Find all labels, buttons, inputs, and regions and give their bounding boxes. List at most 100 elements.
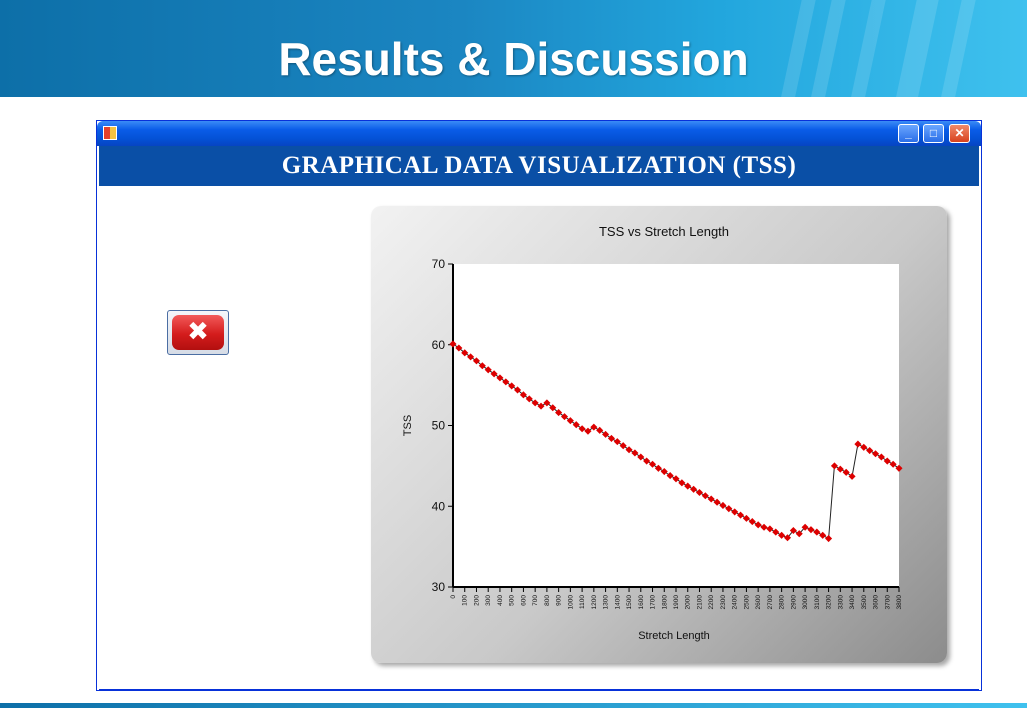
- x-tick-label: 700: [532, 595, 539, 606]
- data-point: [619, 442, 627, 450]
- data-point: [490, 370, 498, 378]
- x-tick-label: 900: [556, 595, 563, 606]
- data-point: [801, 523, 809, 531]
- y-tick-label: 40: [432, 499, 446, 513]
- x-tick-label: 3600: [873, 595, 880, 610]
- x-tick-label: 3400: [849, 595, 856, 610]
- x-tick-label: 2400: [732, 595, 739, 610]
- slide-footer-bar: [0, 703, 1027, 708]
- x-tick-label: 300: [485, 595, 492, 606]
- x-tick-label: 2600: [755, 595, 762, 610]
- data-point: [484, 366, 492, 374]
- data-point: [742, 514, 750, 522]
- data-point: [701, 492, 709, 500]
- data-point: [449, 340, 457, 348]
- x-tick-label: 1200: [591, 595, 598, 610]
- data-point: [508, 382, 516, 390]
- x-tick-label: 100: [462, 595, 469, 606]
- data-point: [648, 460, 657, 468]
- x-tick-label: 1100: [579, 595, 586, 609]
- data-point: [678, 479, 686, 487]
- data-point: [695, 488, 704, 497]
- x-tick-label: 3300: [837, 595, 844, 610]
- data-point: [813, 528, 821, 536]
- data-point: [760, 523, 768, 531]
- minimize-button[interactable]: _: [898, 124, 919, 143]
- x-tick-label: 1400: [614, 595, 621, 610]
- data-point: [613, 438, 621, 446]
- window-banner-title: GRAPHICAL DATA VISUALIZATION (TSS): [99, 146, 979, 186]
- plot-area: [453, 264, 899, 587]
- y-tick-label: 70: [432, 257, 446, 271]
- x-tick-label: 2000: [685, 595, 692, 610]
- x-axis-label: Stretch Length: [638, 630, 710, 642]
- data-point: [560, 413, 569, 421]
- data-point: [737, 511, 745, 519]
- data-point: [830, 462, 838, 470]
- slide-header: [0, 0, 1027, 97]
- x-tick-label: 400: [497, 595, 504, 606]
- chart-title: TSS vs Stretch Length: [599, 224, 729, 239]
- y-tick-label: 30: [432, 580, 446, 594]
- x-tick-label: 2200: [708, 595, 715, 610]
- data-point: [654, 464, 662, 472]
- data-point: [871, 450, 880, 458]
- x-tick-label: 1300: [603, 595, 610, 610]
- close-app-button[interactable]: ✖: [167, 310, 229, 355]
- x-tick-label: 2300: [720, 595, 727, 610]
- x-tick-label: 1700: [650, 595, 657, 610]
- data-point: [778, 531, 786, 539]
- data-point: [537, 402, 545, 410]
- x-tick-label: 1000: [567, 595, 574, 610]
- close-button-face: ✖: [172, 315, 224, 350]
- data-point: [842, 468, 850, 476]
- app-icon: [103, 126, 117, 140]
- data-point: [819, 531, 827, 539]
- x-tick-label: 3100: [814, 595, 821, 610]
- y-tick-label: 60: [432, 338, 446, 352]
- data-point: [596, 426, 604, 434]
- data-point: [807, 526, 815, 534]
- data-point: [566, 417, 574, 425]
- data-point: [707, 495, 715, 503]
- x-tick-label: 2500: [743, 595, 750, 610]
- data-point: [684, 482, 692, 490]
- y-tick-label: 50: [432, 419, 446, 433]
- data-point: [766, 525, 774, 533]
- x-tick-label: 3800: [896, 595, 903, 610]
- data-point: [895, 464, 903, 472]
- x-tick-label: 800: [544, 595, 551, 606]
- data-point: [584, 427, 592, 435]
- x-tick-label: 0: [450, 595, 457, 599]
- data-point: [672, 475, 680, 483]
- x-tick-label: 2100: [696, 595, 703, 610]
- x-tick-label: 500: [509, 595, 516, 606]
- data-point: [713, 498, 721, 506]
- data-point: [660, 467, 668, 476]
- data-point: [825, 535, 833, 543]
- data-point: [472, 357, 481, 365]
- data-point: [789, 526, 797, 535]
- maximize-button[interactable]: □: [923, 124, 944, 143]
- data-point: [725, 505, 733, 513]
- x-tick-label: 600: [520, 595, 527, 606]
- tss-chart: TSS vs Stretch Length Stretch Length TSS 30…: [402, 224, 903, 642]
- window-close-button[interactable]: ✕: [949, 124, 970, 143]
- window-client-area: ✖ TSS vs Stretch Length Stretch Length TSS…: [99, 186, 979, 691]
- x-tick-label: 2700: [767, 595, 774, 610]
- x-tick-label: 1900: [673, 595, 680, 610]
- window-titlebar[interactable]: _ □ ✕: [97, 121, 981, 146]
- data-point: [478, 362, 486, 370]
- x-tick-label: 2900: [790, 595, 797, 610]
- data-point: [666, 472, 674, 480]
- x-tick-label: 3700: [884, 595, 891, 610]
- data-point: [643, 457, 651, 465]
- x-tick-label: 1600: [638, 595, 645, 610]
- data-point: [848, 472, 856, 480]
- data-point: [719, 501, 727, 509]
- x-tick-label: 200: [473, 595, 480, 606]
- x-tick-label: 1800: [661, 595, 668, 610]
- chart-panel: TSS vs Stretch Length Stretch Length TSS 30…: [371, 206, 947, 663]
- data-point: [690, 485, 698, 493]
- x-tick-label: 3000: [802, 595, 809, 610]
